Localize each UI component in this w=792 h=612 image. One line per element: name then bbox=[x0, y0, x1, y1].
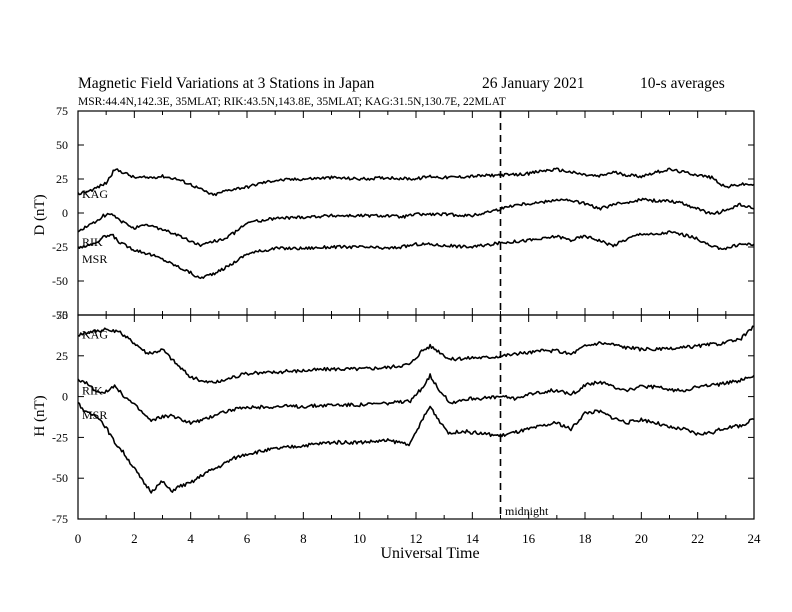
series-line-msr bbox=[77, 230, 755, 280]
x-tick-label: 16 bbox=[522, 531, 536, 546]
x-tick-label: 22 bbox=[691, 531, 704, 546]
x-tick-label: 10 bbox=[353, 531, 366, 546]
x-axis-label: Universal Time bbox=[380, 545, 479, 562]
series-label-kag: KAG bbox=[82, 328, 108, 342]
y-tick-label: -50 bbox=[52, 471, 68, 485]
y-tick-label: -25 bbox=[52, 240, 68, 254]
y-tick-label: -75 bbox=[52, 512, 68, 526]
series-line-kag bbox=[77, 325, 755, 384]
y-tick-label: 25 bbox=[56, 172, 68, 186]
series-line-rik bbox=[77, 197, 755, 248]
x-tick-label: 0 bbox=[75, 531, 82, 546]
x-tick-label: 4 bbox=[187, 531, 194, 546]
series-label-rik: RIK bbox=[82, 383, 103, 397]
x-tick-label: 6 bbox=[244, 531, 251, 546]
y-tick-label: -25 bbox=[52, 430, 68, 444]
y-tick-label: 25 bbox=[56, 349, 68, 363]
chart-date: 26 January 2021 bbox=[482, 75, 584, 92]
y-tick-label: 50 bbox=[56, 138, 68, 152]
chart-averaging: 10-s averages bbox=[640, 75, 725, 92]
x-tick-label: 8 bbox=[300, 531, 307, 546]
x-tick-label: 2 bbox=[131, 531, 138, 546]
x-tick-label: 20 bbox=[635, 531, 648, 546]
chart-title: Magnetic Field Variations at 3 Stations … bbox=[78, 75, 375, 92]
series-label-msr: MSR bbox=[82, 252, 107, 266]
y-axis-label-d: D (nT) bbox=[32, 194, 48, 235]
y-tick-label: 75 bbox=[56, 104, 68, 118]
x-tick-label: 18 bbox=[579, 531, 592, 546]
x-tick-label: 24 bbox=[748, 531, 762, 546]
x-tick-label: 14 bbox=[466, 531, 480, 546]
y-tick-label: -75 bbox=[52, 308, 68, 322]
y-tick-label: -50 bbox=[52, 274, 68, 288]
stations-subtitle: MSR:44.4N,142.3E, 35MLAT; RIK:43.5N,143.… bbox=[78, 96, 506, 108]
y-tick-label: 0 bbox=[62, 206, 68, 220]
series-line-msr bbox=[77, 401, 755, 494]
x-tick-label: 12 bbox=[410, 531, 423, 546]
series-label-msr: MSR bbox=[82, 408, 107, 422]
series-line-rik bbox=[77, 373, 755, 425]
series-line-kag bbox=[77, 167, 755, 197]
midnight-label: midnight bbox=[505, 504, 549, 518]
y-tick-label: 0 bbox=[62, 390, 68, 404]
y-tick-label: 50 bbox=[56, 308, 68, 322]
y-axis-label-h: H (nT) bbox=[32, 395, 48, 436]
series-label-kag: KAG bbox=[82, 187, 108, 201]
